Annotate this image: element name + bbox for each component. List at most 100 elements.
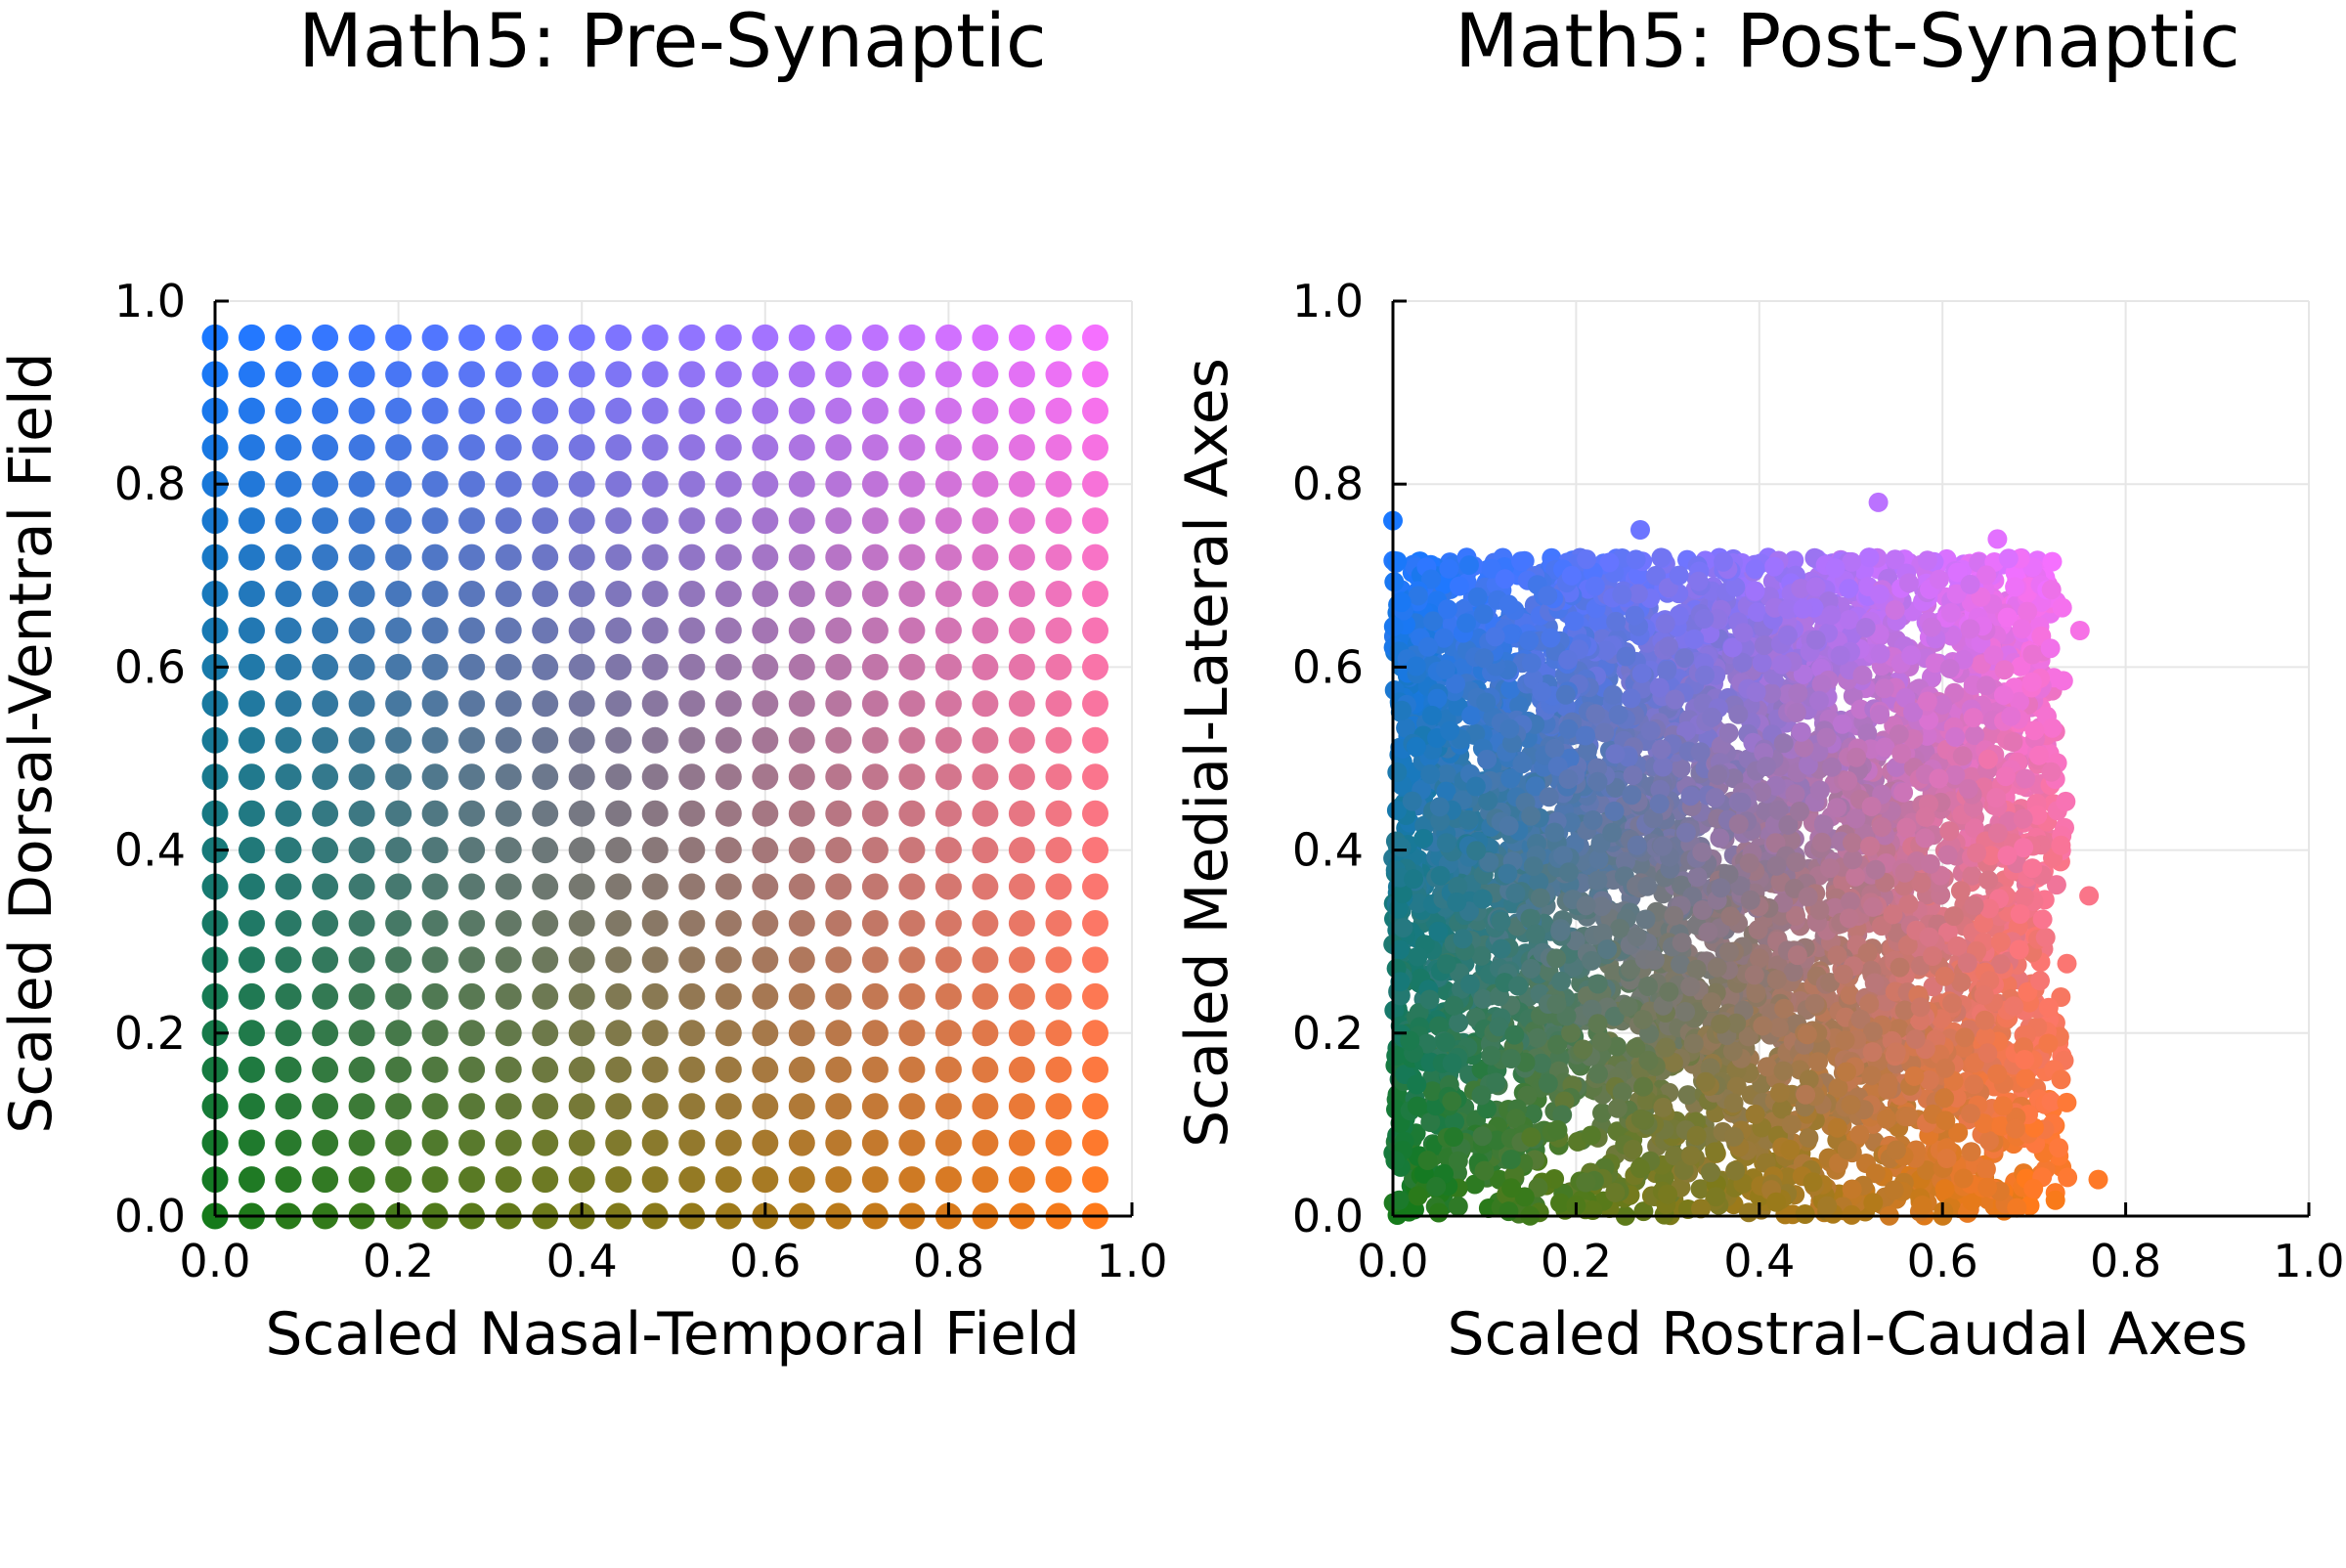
data-point (1046, 690, 1072, 717)
data-point (716, 544, 742, 571)
data-point (458, 874, 485, 900)
data-point (2016, 1068, 2035, 1088)
data-point (458, 581, 485, 607)
data-point (752, 325, 778, 351)
data-point (935, 361, 962, 387)
data-point (1046, 398, 1072, 424)
data-point (972, 837, 998, 863)
data-point (862, 1020, 889, 1046)
data-point (605, 398, 631, 424)
data-point (569, 654, 595, 680)
data-point (422, 946, 449, 973)
data-point (752, 581, 778, 607)
data-point (1603, 685, 1623, 705)
data-point (642, 727, 669, 754)
data-point (678, 983, 705, 1010)
data-point (678, 361, 705, 387)
data-point (422, 581, 449, 607)
data-point (789, 983, 815, 1010)
data-point (422, 398, 449, 424)
data-point (1942, 993, 1962, 1013)
data-point (825, 1130, 851, 1156)
data-point (239, 874, 265, 900)
data-point (935, 507, 962, 534)
data-point (862, 544, 889, 571)
x-tick-label: 0.0 (179, 1235, 250, 1287)
data-point (716, 727, 742, 754)
data-point (239, 471, 265, 498)
data-point (239, 727, 265, 754)
data-point (678, 507, 705, 534)
data-point (862, 1057, 889, 1083)
data-point (752, 801, 778, 827)
data-point (1082, 1020, 1108, 1046)
data-point (385, 910, 412, 936)
data-point (349, 1093, 375, 1119)
data-point (349, 544, 375, 571)
data-point (496, 946, 522, 973)
data-point (898, 1093, 925, 1119)
data-point (1009, 727, 1035, 754)
data-point (898, 690, 925, 717)
data-point (752, 471, 778, 498)
data-point (825, 983, 851, 1010)
data-point (569, 361, 595, 387)
data-point (312, 946, 338, 973)
data-point (678, 874, 705, 900)
data-point (1009, 983, 1035, 1010)
data-point (898, 507, 925, 534)
data-point (532, 434, 558, 460)
data-point (385, 837, 412, 863)
data-point (1977, 1159, 1996, 1179)
data-point (972, 471, 998, 498)
data-point (312, 874, 338, 900)
data-point (1918, 550, 1937, 570)
data-point (1553, 846, 1573, 865)
data-point (898, 763, 925, 790)
x-axis-label: Scaled Nasal-Temporal Field (265, 1300, 1079, 1369)
data-point (569, 763, 595, 790)
data-point (569, 1166, 595, 1193)
data-point (2056, 792, 2075, 811)
data-point (862, 1166, 889, 1193)
data-point (276, 581, 302, 607)
data-point (2042, 762, 2062, 782)
data-point (789, 1166, 815, 1193)
data-point (1046, 983, 1072, 1010)
data-point (678, 581, 705, 607)
data-point (642, 434, 669, 460)
data-point (972, 1057, 998, 1083)
data-point (752, 1130, 778, 1156)
data-point (898, 874, 925, 900)
data-point (935, 398, 962, 424)
data-point (239, 837, 265, 863)
data-point (276, 1057, 302, 1083)
data-point (496, 1166, 522, 1193)
data-point (862, 471, 889, 498)
post-synaptic-plot: Math5: Post-Synaptic Scaled Rostral-Caud… (1173, 0, 2345, 1369)
data-point (862, 581, 889, 607)
data-point (458, 618, 485, 644)
data-point (1841, 892, 1860, 911)
data-point (1840, 610, 1859, 630)
data-point (1009, 361, 1035, 387)
data-point (1806, 577, 1826, 596)
data-point (1082, 874, 1108, 900)
data-point (312, 1020, 338, 1046)
data-point (458, 434, 485, 460)
data-point (678, 763, 705, 790)
data-point (2016, 769, 2035, 789)
data-point (972, 801, 998, 827)
data-point (862, 801, 889, 827)
data-point (312, 361, 338, 387)
data-point (1046, 1130, 1072, 1156)
data-point (312, 837, 338, 863)
data-point (458, 763, 485, 790)
data-point (972, 507, 998, 534)
data-point (898, 471, 925, 498)
data-point (312, 910, 338, 936)
data-point (1582, 1126, 1601, 1146)
data-point (385, 874, 412, 900)
data-point (532, 581, 558, 607)
data-point (569, 1057, 595, 1083)
